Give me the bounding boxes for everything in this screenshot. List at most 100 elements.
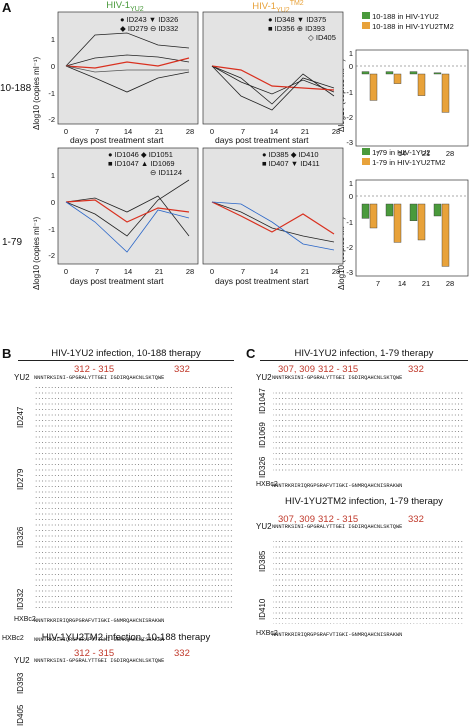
tick-y-m2-bb: -2: [346, 243, 353, 252]
tick-x-21-tl: 21: [155, 127, 163, 136]
bar-0-1-14: [393, 73, 402, 84]
panel-a-charts: 0 7 14 21 28 0 7 14 21 28 0 7 14 21 28 0 7 14 21…: [48, 11, 469, 288]
line-id243: [65, 32, 190, 67]
tick-x-0-bl: 0: [64, 267, 68, 276]
row-label-1-79: 1-79: [2, 237, 23, 248]
col-title-tm2: HIV-1YU2TM2: [252, 0, 304, 15]
b-hxb-label: HXBc2: [14, 616, 36, 623]
tick-x-28-tm: 28: [332, 127, 340, 136]
tick-y-0-tl: 0: [51, 62, 55, 71]
bar-chart-frame-bottom: [355, 179, 469, 277]
line-mean-bottom-mid: [211, 201, 335, 235]
bar-1-1-14: [393, 203, 402, 243]
tick-bar-7-bottom: 7: [376, 279, 380, 288]
tick-x-14-tm: 14: [270, 127, 278, 136]
tick-x-21-tm: 21: [301, 127, 309, 136]
tick-y-m1-bt: -1: [346, 88, 353, 97]
tick-bar-21-bottom: 21: [422, 279, 430, 288]
x-axis-label-tm: days post treatment start: [215, 135, 309, 145]
c-pos2: 332: [408, 364, 424, 375]
c-hxb-label-2: HXBc2: [256, 630, 278, 637]
line-mean-bottom-left: [65, 199, 190, 223]
tick-y-1-bl: 1: [51, 171, 55, 180]
tick-y-0-bl: 0: [51, 198, 55, 207]
tick-y-m2-bt: -2: [346, 113, 353, 122]
b-hxb-seq-2: NNNTRKRIRIQRGPGRAFVTIGKI-GNMRQAHCNISRAKW…: [34, 637, 165, 643]
c-hxb-seq: NNNTRKRIRIQRGPGRAFVTIGKI-GNMRQAHCNISRAKW…: [272, 483, 403, 489]
c-pos1-2: 312 - 315: [318, 514, 359, 525]
c-pos-2: 307, 309: [278, 514, 315, 525]
bar-1-0-14: [385, 203, 394, 217]
panel-label-a: A: [2, 0, 12, 15]
bar-1-0-7: [361, 203, 370, 219]
b-group2-1: ID393: [16, 672, 25, 694]
tick-y-m3-bt: -3: [346, 138, 353, 147]
tick-x-28-bl: 28: [186, 267, 194, 276]
line-id279: [65, 65, 190, 93]
legend-top-left: ● ID243 ▼ ID326 ◆ ID279 ⊖ ID332: [120, 15, 179, 33]
line-id332: [65, 65, 189, 73]
bar-chart-frame-top: [355, 49, 469, 147]
bar-1-1-21: [417, 203, 426, 241]
tick-y-m3-bb: -3: [346, 268, 353, 277]
c-pos1: 312 - 315: [318, 364, 359, 375]
plot-area-bottom-left: [57, 147, 199, 265]
line-mean-top-left: [65, 57, 190, 69]
legend-bar-bottom: 1-79 in HIV-1YU2 1-79 in HIV-1YU2TM2: [362, 148, 445, 168]
tick-x-7-tl: 7: [95, 127, 99, 136]
bar-0-0-14: [385, 71, 394, 75]
tick-y-m1-tl: -1: [48, 89, 55, 98]
bar-marks: [361, 71, 450, 267]
tick-y-1-bt: 1: [349, 49, 353, 58]
b-pos1: 312 - 315: [74, 364, 115, 375]
line-id1069: [65, 201, 190, 253]
b-group2-2: ID405: [16, 704, 25, 726]
x-axis-label-bm: days post treatment start: [215, 276, 309, 286]
tick-x-7-bm: 7: [241, 267, 245, 276]
c-hxb-label: HXBc2: [256, 481, 278, 488]
bar-1-1-7: [369, 203, 378, 229]
c-hxb-seq-2: NNNTRKRIRIQRGPGRAFVTIGKI-GNMRQAHCNISRAKW…: [272, 632, 403, 638]
bar-0-1-28: [441, 73, 450, 113]
tick-x-14-bl: 14: [124, 267, 132, 276]
line-id375: [211, 65, 335, 95]
bar-0-1-21: [417, 73, 426, 96]
b-yu2-seq-2: NNNTRKSINI-GPGRALYTTGEI IGDIRQAHCNLSKTQW…: [34, 658, 165, 664]
tick-x-0-bm: 0: [210, 267, 214, 276]
tick-y-1-tl: 1: [51, 35, 55, 44]
tick-x-7-tm: 7: [241, 127, 245, 136]
b-hxb-label-2: HXBc2: [2, 635, 24, 642]
tick-bar-28-top: 28: [446, 149, 454, 158]
tick-bar-28-bottom: 28: [446, 279, 454, 288]
tick-x-21-bl: 21: [155, 267, 163, 276]
panel-label-b: B: [2, 346, 12, 361]
tick-x-21-bm: 21: [301, 267, 309, 276]
c-pos2-2: 332: [408, 514, 424, 525]
bar-1-0-28: [433, 203, 442, 217]
panel-c: HIV-1YU2 infection, 1-79 therapy 307, 30…: [256, 348, 472, 638]
tick-y-m1-bl: -1: [48, 225, 55, 234]
x-axis-label-tl: days post treatment start: [70, 135, 164, 145]
tick-bar-21-top: 21: [422, 149, 430, 158]
tick-bar-14-top: 14: [398, 149, 406, 158]
bar-0-0-7: [361, 71, 370, 75]
bar-0-0-21: [409, 71, 418, 75]
panel-b: HIV-1YU2 infection, 10-188 therapy 312 -…: [14, 348, 238, 726]
tick-y-0-bb: 0: [349, 192, 353, 201]
panel-label-c: C: [246, 346, 256, 361]
tick-x-28-tl: 28: [186, 127, 194, 136]
tick-x-28-bm: 28: [332, 267, 340, 276]
plot-area-top-left: [57, 11, 199, 125]
tick-y-0-bt: 0: [349, 62, 353, 71]
line-id385: [211, 201, 335, 243]
tick-y-m2-bl: -2: [48, 251, 55, 260]
b-yu2-label-2: YU2: [14, 656, 30, 665]
tick-x-14-tl: 14: [124, 127, 132, 136]
c-yu2-label-2: YU2: [256, 522, 272, 531]
b-yu2-label: YU2: [14, 373, 30, 382]
bar-1-1-28: [441, 203, 450, 267]
plot-area-top-mid: [202, 11, 344, 125]
b-pos2: 332: [174, 364, 190, 375]
row-label-10-188: 10-188: [0, 83, 32, 94]
x-axis-label-bl: days post treatment start: [70, 276, 164, 286]
